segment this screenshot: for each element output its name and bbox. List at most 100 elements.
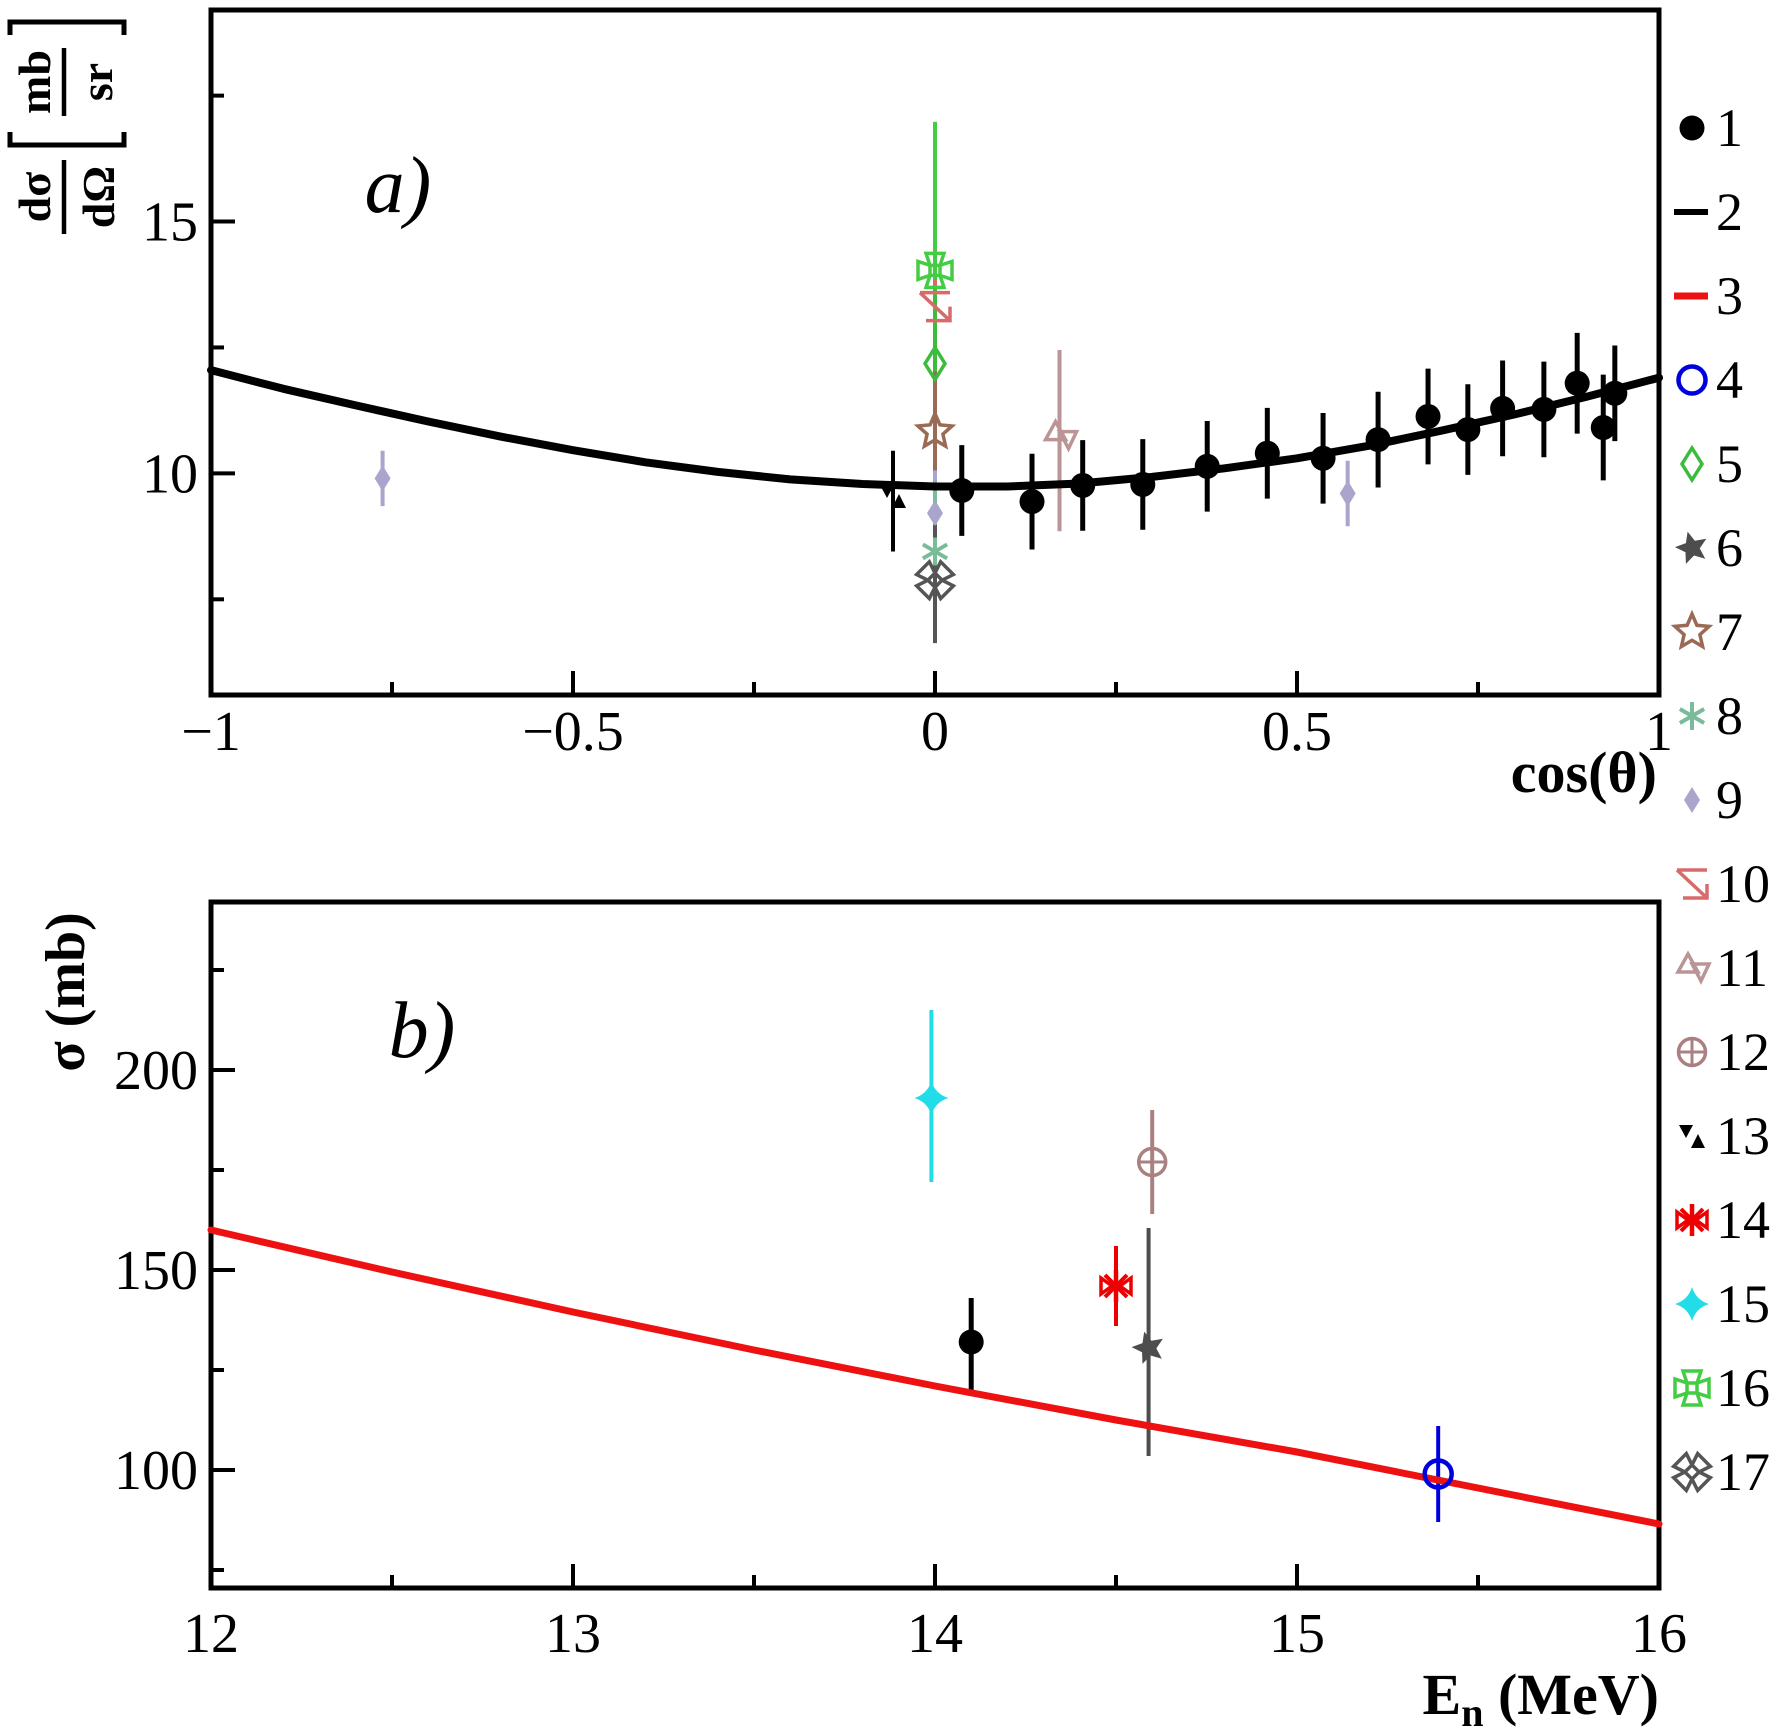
y-title-bracket-right (7, 19, 127, 35)
legend-entry-15: 15 (1675, 1274, 1770, 1334)
burst-d2 (1103, 1273, 1129, 1299)
s1-marker (1310, 445, 1336, 471)
panel-b-label: b) (389, 987, 456, 1075)
legend-entry-3: 3 (1674, 266, 1743, 326)
legend-entry-8: 8 (1678, 686, 1743, 746)
legend-entry-10: 10 (1675, 854, 1770, 914)
y-tick-label: 150 (114, 1240, 198, 1302)
panel-b: 12 13 14 15 16 100 150 200 b) σ (mb) En (MeV) (35, 899, 1687, 1732)
filled-circle-shape (1019, 489, 1045, 515)
s1-marker (949, 478, 975, 504)
panel-a-x-title: cos(θ) (1511, 740, 1657, 805)
burst-d2 (1679, 1207, 1705, 1233)
x-cross-open-arm (932, 558, 957, 583)
open-star-shape (913, 409, 957, 450)
legend-label-3: 3 (1716, 266, 1743, 326)
legend-marker-14 (1675, 1204, 1709, 1236)
x-cross-open-arm (1670, 1469, 1695, 1494)
s15-marker (914, 1081, 949, 1115)
filled-star-shape (1131, 1331, 1163, 1364)
legend-label-11: 11 (1716, 938, 1768, 998)
filled-circle-shape (949, 478, 975, 504)
y-tick-label: 200 (114, 1040, 198, 1102)
filled-diamond-shape (374, 465, 391, 492)
legend-entry-7: 7 (1670, 602, 1743, 662)
y-title-bracket-left (7, 132, 127, 148)
tri-up-filled (892, 494, 907, 509)
y-tick-label: 15 (142, 192, 198, 254)
filled-circle-shape (1365, 427, 1391, 453)
s1-marker (1070, 472, 1096, 498)
legend-marker-7 (1670, 609, 1714, 651)
y-title-denominator: dΩ (73, 166, 124, 228)
x-cross-open-arm (913, 578, 938, 602)
cross-open-arm (1673, 1376, 1689, 1400)
s1-marker (1019, 489, 1045, 515)
curve-series-2 (207, 366, 1663, 491)
y-title-unit-denominator: sr (71, 63, 122, 101)
cross-open-arm (923, 273, 947, 290)
asterisk-ray (1678, 707, 1706, 725)
x-tick-label: 13 (545, 1603, 601, 1665)
s6-marker (1131, 1331, 1163, 1364)
legend-entry-11: 11 (1675, 938, 1768, 998)
s1-marker (1194, 453, 1220, 479)
y-title-unit-numerator: mb (9, 50, 60, 114)
panel-b-y-title: σ (mb) (35, 912, 97, 1072)
s12-marker (1136, 1146, 1168, 1178)
legend-label-5: 5 (1716, 434, 1743, 494)
y-title-text: σ (mb) (35, 912, 97, 1072)
legend-label-1: 1 (1716, 98, 1743, 158)
tri-up-filled (1691, 1134, 1705, 1148)
s1-marker (958, 1329, 984, 1355)
s10-marker (918, 290, 952, 323)
legend-marker-11 (1675, 950, 1712, 985)
filled-circle-shape (1679, 115, 1705, 141)
x-tick-label: −1 (181, 701, 241, 763)
filled-circle-shape (1070, 472, 1096, 498)
open-star-shape (1670, 609, 1714, 651)
tri-hypot-shape (918, 290, 952, 323)
filled-circle-shape (1490, 395, 1516, 421)
cross-open-arm (1680, 1369, 1704, 1385)
filled-circle-shape (1130, 471, 1156, 497)
legend-label-10: 10 (1716, 854, 1770, 914)
x-tick-label: 12 (183, 1603, 239, 1665)
s14-marker (1099, 1270, 1133, 1302)
x-cross-open-arm (913, 558, 938, 583)
s1-marker (1455, 417, 1481, 443)
legend-label-15: 15 (1716, 1274, 1770, 1334)
y-tick-label: 100 (114, 1440, 198, 1502)
legend-entry-1: 1 (1679, 98, 1743, 158)
legend-label-16: 16 (1716, 1358, 1770, 1418)
s1-marker (1365, 427, 1391, 453)
asterisk-ray (921, 542, 949, 561)
burst-tri-r (1693, 1208, 1709, 1232)
y-title-numerator: dσ (9, 172, 60, 223)
legend-label-9: 9 (1716, 770, 1743, 830)
cross-open-arm (938, 258, 954, 282)
y-tick-label: 10 (142, 443, 198, 505)
tri-down-filled (1679, 1125, 1693, 1138)
s1-marker (1415, 403, 1441, 429)
legend-label-7: 7 (1716, 602, 1743, 662)
burst-tri-r (1117, 1274, 1133, 1298)
legend-marker-9 (1684, 787, 1700, 813)
x-tick-label: 0.5 (1262, 701, 1332, 763)
open-circle-shape (1676, 364, 1708, 396)
filled-diamond-shape (1339, 480, 1356, 507)
legend-entry-5: 5 (1679, 434, 1743, 494)
filled-circle-shape (1455, 417, 1481, 443)
legend-marker-8 (1678, 702, 1706, 730)
x-cross-open-arm (932, 578, 957, 602)
s4-marker (1422, 1458, 1454, 1490)
legend-entry-17: 17 (1670, 1442, 1770, 1502)
legend-marker-13 (1679, 1125, 1705, 1148)
legend-marker-15 (1675, 1287, 1709, 1321)
tri-down-filled (880, 485, 895, 499)
s1-marker (1564, 370, 1590, 396)
filled-circle-shape (1415, 403, 1441, 429)
